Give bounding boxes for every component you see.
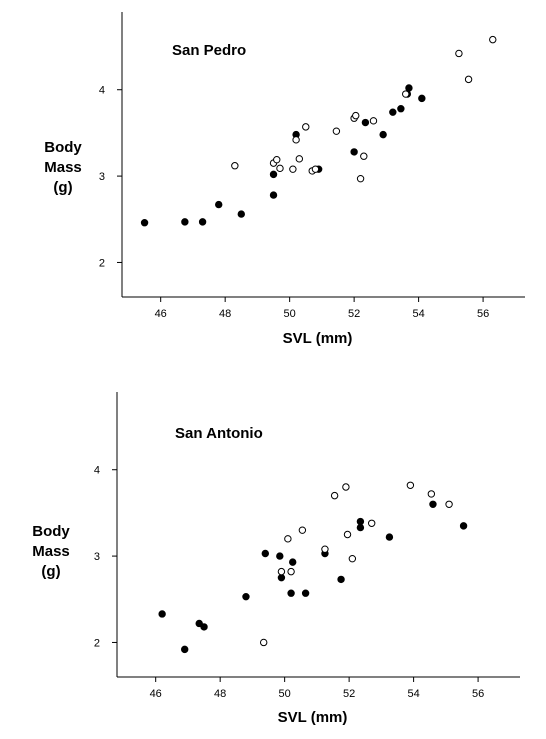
- x-tick-label: 56: [472, 688, 484, 700]
- chart-panel: 46 48 50 52 54 56 2 3 4 San Antonio SVL (mm) Body Ma…: [32, 392, 520, 726]
- data-point-filled: [385, 533, 394, 541]
- data-point-open: [402, 90, 410, 98]
- data-point-filled: [242, 592, 250, 601]
- data-point-filled: [195, 619, 203, 628]
- y-axis-title-line: (g): [53, 179, 72, 196]
- data-point-filled: [405, 84, 413, 92]
- data-point-open: [489, 35, 497, 44]
- y-tick-label: 2: [94, 637, 100, 649]
- data-point-open: [369, 117, 378, 125]
- data-point-open: [277, 567, 286, 576]
- y-tick-label: 3: [99, 171, 105, 183]
- x-tick-label: 46: [150, 688, 162, 700]
- y-axis-title-line: Body: [32, 523, 70, 540]
- data-point-open: [292, 136, 300, 144]
- data-point-open: [343, 530, 352, 539]
- data-point-open: [330, 491, 339, 500]
- y-axis-title-line: Mass: [44, 159, 82, 176]
- data-point-open: [360, 152, 368, 160]
- x-tick-label: 50: [284, 308, 296, 320]
- data-point-filled: [287, 589, 295, 597]
- data-point-filled: [276, 552, 284, 560]
- data-point-filled: [356, 517, 365, 526]
- data-point-filled: [269, 191, 278, 199]
- data-point-filled: [181, 218, 189, 226]
- data-point-filled: [181, 645, 189, 654]
- data-point-open: [273, 155, 281, 164]
- data-point-filled: [418, 94, 426, 103]
- data-point-filled: [215, 200, 223, 209]
- y-tick-label: 4: [99, 85, 105, 97]
- data-point-open: [302, 123, 310, 131]
- data-point-filled: [379, 130, 387, 139]
- data-point-open: [356, 174, 365, 183]
- data-point-filled: [277, 573, 286, 582]
- data-point-open: [259, 638, 268, 647]
- data-point-filled: [459, 522, 468, 530]
- data-point-open: [464, 75, 473, 84]
- data-point-filled: [389, 108, 397, 116]
- data-point-open: [455, 49, 463, 58]
- x-axis-title: SVL (mm): [283, 330, 353, 347]
- x-tick-label: 54: [412, 308, 424, 320]
- data-point-open: [445, 500, 453, 508]
- data-point-filled: [140, 219, 149, 227]
- data-point-filled: [261, 549, 270, 558]
- x-tick-label: 52: [343, 688, 355, 700]
- data-point-open: [287, 567, 295, 576]
- x-tick-label: 54: [407, 688, 419, 700]
- x-tick-label: 52: [348, 308, 360, 320]
- data-point-open: [289, 165, 297, 173]
- data-point-filled: [397, 105, 405, 113]
- chart-title: San Pedro: [172, 42, 246, 59]
- data-point-open: [295, 155, 304, 163]
- y-axis-title-line: Body: [44, 139, 82, 156]
- data-point-open: [352, 111, 360, 120]
- data-point-open: [332, 127, 341, 135]
- chart-title: San Antonio: [175, 425, 263, 442]
- data-point-filled: [361, 118, 370, 127]
- data-point-filled: [429, 500, 437, 508]
- y-tick-label: 3: [94, 551, 100, 563]
- data-point-filled: [289, 558, 297, 566]
- data-point-open: [406, 481, 415, 489]
- data-point-filled: [158, 610, 166, 618]
- x-tick-label: 50: [279, 688, 291, 700]
- y-axis-title-line: (g): [41, 563, 60, 580]
- data-point-filled: [301, 589, 310, 597]
- data-point-open: [427, 490, 436, 498]
- data-point-filled: [337, 575, 345, 584]
- data-point-open: [311, 165, 320, 173]
- x-tick-label: 56: [477, 308, 489, 320]
- data-point-filled: [200, 623, 208, 631]
- data-point-filled: [350, 148, 358, 156]
- x-tick-label: 48: [219, 308, 231, 320]
- x-tick-label: 46: [155, 308, 167, 320]
- x-tick-label: 48: [214, 688, 226, 700]
- data-point-filled: [269, 170, 278, 179]
- y-tick-label: 4: [94, 465, 100, 477]
- data-point-open: [231, 162, 239, 170]
- data-point-open: [298, 526, 307, 534]
- x-axis-title: SVL (mm): [278, 709, 348, 726]
- y-axis-title-line: Mass: [32, 543, 70, 560]
- data-point-open: [367, 519, 376, 527]
- data-point-filled: [356, 523, 365, 532]
- data-point-open: [276, 164, 284, 173]
- data-point-filled: [198, 218, 207, 226]
- data-point-filled: [237, 210, 245, 218]
- chart-panel: 46 48 50 52 54 56 2 3 4 San Pedro SVL (mm) Body Mass…: [44, 12, 525, 347]
- data-point-open: [284, 535, 292, 543]
- data-point-open: [342, 483, 350, 491]
- y-tick-label: 2: [99, 257, 105, 269]
- data-point-open: [348, 554, 357, 563]
- data-point-open: [321, 545, 329, 553]
